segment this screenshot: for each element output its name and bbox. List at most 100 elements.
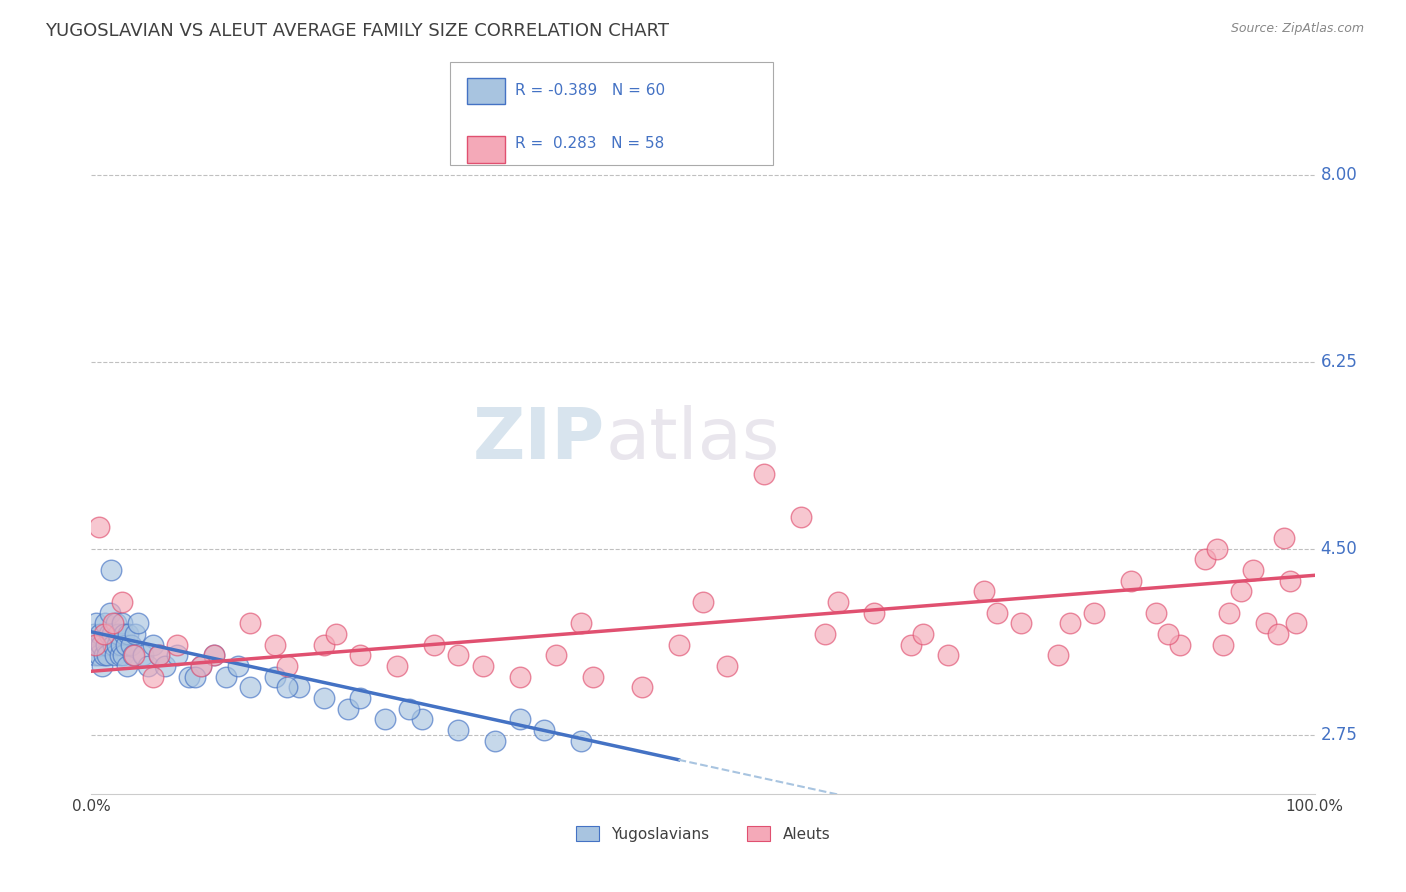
- Point: [104, 616, 127, 631]
- Point: [668, 638, 690, 652]
- Point: [1010, 616, 1032, 631]
- Point: [264, 638, 287, 652]
- Point: [98, 606, 121, 620]
- Point: [912, 627, 935, 641]
- Point: [1168, 638, 1191, 652]
- Point: [89, 627, 111, 641]
- Text: ZIP: ZIP: [472, 405, 605, 474]
- Point: [103, 638, 125, 652]
- Point: [325, 627, 347, 641]
- Point: [202, 648, 225, 663]
- Point: [112, 627, 135, 641]
- Point: [1285, 616, 1308, 631]
- Point: [148, 648, 170, 663]
- Text: R = -0.389   N = 60: R = -0.389 N = 60: [515, 84, 665, 98]
- Point: [148, 648, 170, 663]
- Point: [1279, 574, 1302, 588]
- Point: [1205, 541, 1227, 556]
- Point: [900, 638, 922, 652]
- Point: [94, 616, 117, 631]
- Point: [447, 723, 470, 737]
- Point: [1083, 606, 1105, 620]
- Point: [349, 648, 371, 663]
- Point: [226, 659, 249, 673]
- Point: [411, 712, 433, 726]
- Text: 2.75: 2.75: [1320, 726, 1358, 744]
- Point: [115, 659, 138, 673]
- Point: [1059, 616, 1081, 631]
- Point: [179, 670, 201, 684]
- Point: [1267, 627, 1289, 641]
- Point: [509, 712, 531, 726]
- Point: [973, 584, 995, 599]
- Point: [1157, 627, 1180, 641]
- Point: [716, 659, 738, 673]
- Point: [97, 627, 120, 641]
- Point: [569, 616, 592, 631]
- Point: [790, 509, 813, 524]
- Point: [111, 616, 134, 631]
- Point: [110, 638, 132, 652]
- Point: [423, 638, 446, 652]
- Point: [754, 467, 776, 481]
- Point: [107, 627, 129, 641]
- Point: [100, 563, 122, 577]
- Point: [337, 701, 360, 715]
- Point: [153, 659, 176, 673]
- Point: [108, 648, 131, 663]
- Point: [132, 648, 155, 663]
- Text: Source: ZipAtlas.com: Source: ZipAtlas.com: [1230, 22, 1364, 36]
- Point: [86, 638, 108, 652]
- Point: [1144, 606, 1167, 620]
- Point: [91, 659, 114, 673]
- Point: [124, 627, 146, 641]
- Point: [509, 670, 531, 684]
- Point: [166, 648, 188, 663]
- Point: [471, 659, 494, 673]
- Point: [1254, 616, 1277, 631]
- Point: [385, 659, 409, 673]
- Point: [986, 606, 1008, 620]
- Point: [104, 648, 127, 663]
- Point: [83, 627, 105, 641]
- Point: [827, 595, 849, 609]
- Point: [631, 680, 654, 694]
- Text: YUGOSLAVIAN VS ALEUT AVERAGE FAMILY SIZE CORRELATION CHART: YUGOSLAVIAN VS ALEUT AVERAGE FAMILY SIZE…: [45, 22, 669, 40]
- Point: [166, 638, 188, 652]
- Point: [87, 648, 110, 663]
- Point: [349, 690, 371, 705]
- Point: [103, 616, 125, 631]
- Point: [936, 648, 959, 663]
- Point: [122, 648, 145, 663]
- Point: [569, 733, 592, 747]
- Point: [1230, 584, 1253, 599]
- Point: [264, 670, 287, 684]
- Point: [105, 638, 128, 652]
- Point: [374, 712, 396, 726]
- Point: [533, 723, 555, 737]
- Point: [122, 648, 145, 663]
- Point: [117, 627, 139, 641]
- Point: [93, 627, 115, 641]
- Point: [90, 638, 112, 652]
- Legend: Yugoslavians, Aleuts: Yugoslavians, Aleuts: [569, 820, 837, 847]
- Point: [692, 595, 714, 609]
- Point: [93, 648, 115, 663]
- Text: R =  0.283   N = 58: R = 0.283 N = 58: [515, 136, 664, 151]
- Point: [84, 648, 107, 663]
- Point: [84, 638, 107, 652]
- Point: [447, 648, 470, 663]
- Point: [96, 648, 118, 663]
- Point: [312, 638, 335, 652]
- Point: [1046, 648, 1069, 663]
- Point: [276, 659, 298, 673]
- Point: [1121, 574, 1143, 588]
- Point: [1212, 638, 1234, 652]
- Point: [141, 670, 163, 684]
- Point: [582, 670, 605, 684]
- Point: [239, 680, 262, 694]
- Text: 8.00: 8.00: [1320, 167, 1357, 185]
- Point: [190, 659, 212, 673]
- Point: [114, 638, 136, 652]
- Point: [112, 648, 135, 663]
